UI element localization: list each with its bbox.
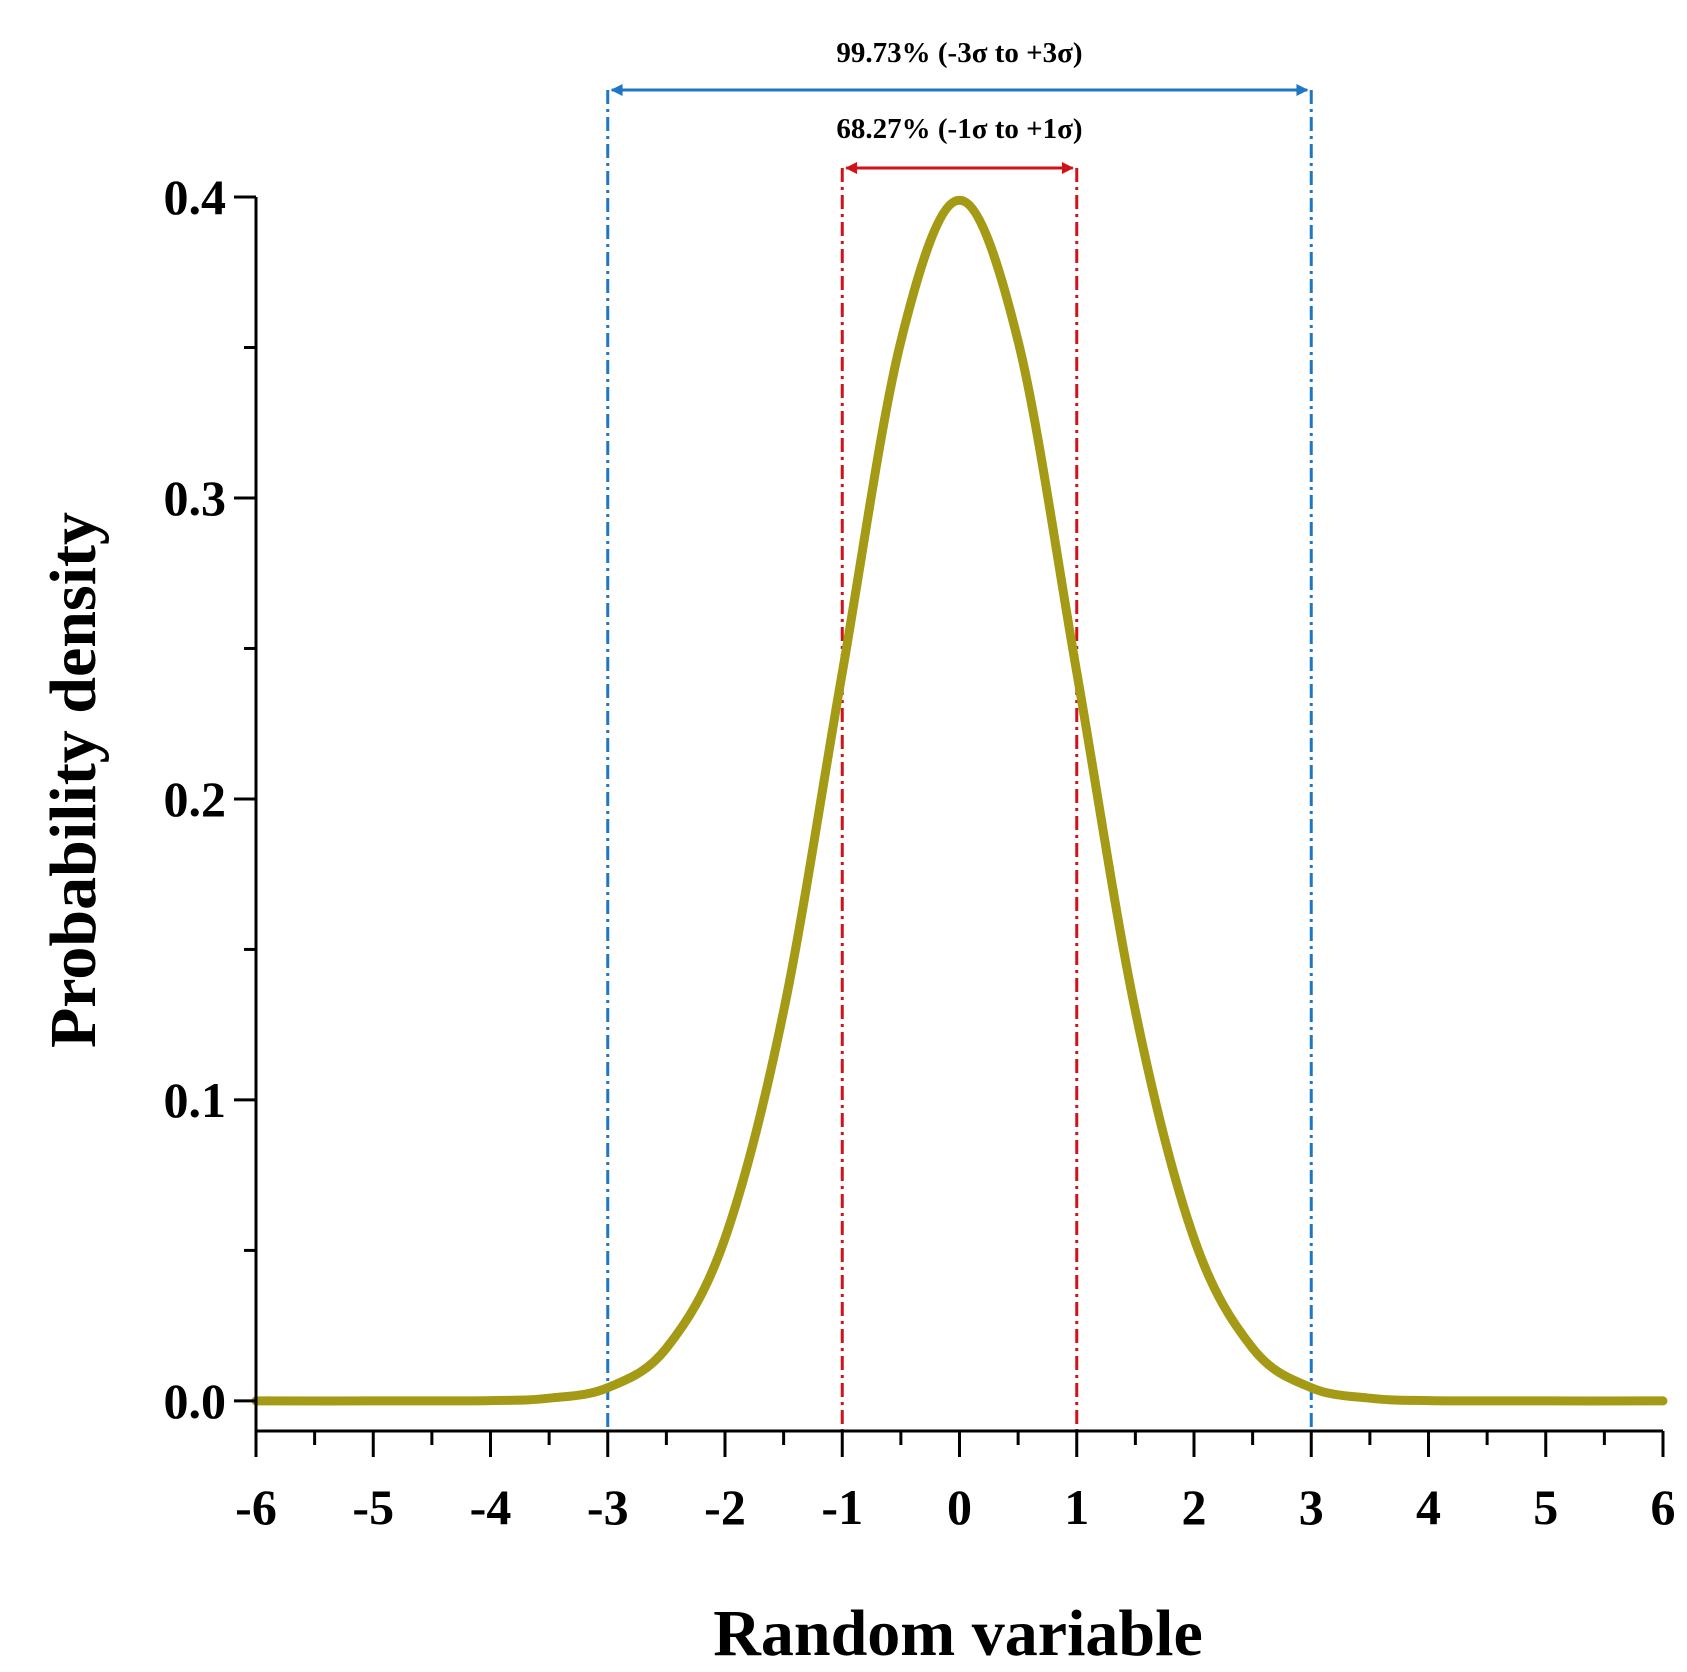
range-label: 99.73% (-3σ to +3σ) — [836, 37, 1082, 69]
x-tick-label: 4 — [1416, 1479, 1441, 1535]
x-tick-label: 0 — [947, 1479, 972, 1535]
range-label: 68.27% (-1σ to +1σ) — [836, 113, 1082, 145]
series-line — [251, 195, 1668, 1406]
y-tick-label: 0.0 — [164, 1373, 227, 1429]
axes: -6 -5 -4 -3 -2 -1 0 1 2 3 4 5 6 0.0 0.1 0.2 0.3 0.4 — [164, 169, 1676, 1535]
y-tick-label: 0.2 — [164, 771, 227, 827]
y-tick-label: 0.1 — [164, 1072, 227, 1128]
x-tick-label: -3 — [587, 1479, 629, 1535]
x-tick-label: -1 — [821, 1479, 863, 1535]
x-tick-label: 5 — [1533, 1479, 1558, 1535]
x-tick-label: -5 — [352, 1479, 394, 1535]
y-axis-title: Probability density — [37, 512, 110, 1048]
x-tick-label: 2 — [1182, 1479, 1207, 1535]
x-tick-label: 1 — [1064, 1479, 1089, 1535]
x-tick-label: 6 — [1651, 1479, 1676, 1535]
series-layer — [251, 195, 1668, 1406]
x-tick-label: -2 — [704, 1479, 746, 1535]
x-axis-title: Random variable — [713, 1597, 1203, 1670]
y-tick-label: 0.4 — [164, 169, 227, 225]
range-annotations: 99.73% (-3σ to +3σ) 68.27% (-1σ to +1σ) — [606, 37, 1313, 1431]
x-tick-label: 3 — [1299, 1479, 1324, 1535]
y-tick-label: 0.3 — [164, 470, 227, 526]
x-tick-label: -4 — [470, 1479, 512, 1535]
x-tick-label: -6 — [235, 1479, 277, 1535]
